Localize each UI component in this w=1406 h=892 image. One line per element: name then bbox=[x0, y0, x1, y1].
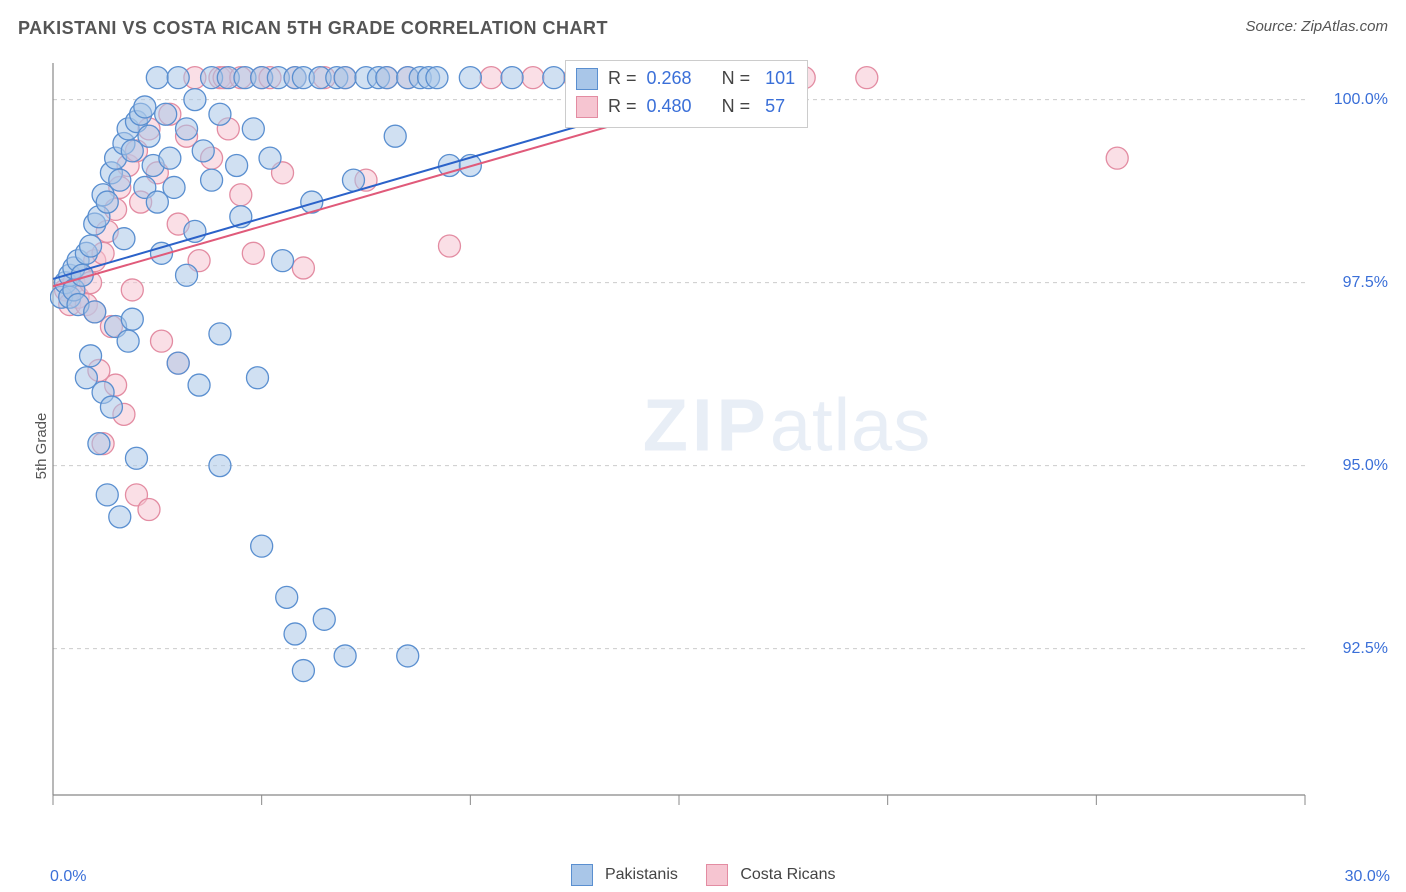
source-label: Source: ZipAtlas.com bbox=[1245, 18, 1388, 35]
stats-swatch bbox=[576, 96, 598, 118]
legend-swatch-a bbox=[571, 864, 593, 886]
legend-item-a: Pakistanis bbox=[571, 864, 678, 886]
y-tick-label: 97.5% bbox=[1343, 274, 1388, 292]
legend-label-b: Costa Ricans bbox=[740, 866, 835, 883]
y-tick-label: 92.5% bbox=[1343, 640, 1388, 658]
legend-item-b: Costa Ricans bbox=[706, 864, 836, 886]
chart-plot: ZIPatlas R =0.268N = 101R =0.480N = 57 9… bbox=[50, 60, 1390, 820]
stats-legend-box: R =0.268N = 101R =0.480N = 57 bbox=[565, 60, 808, 128]
stats-legend-row: R =0.480N = 57 bbox=[576, 93, 795, 121]
chart-title: PAKISTANI VS COSTA RICAN 5TH GRADE CORRE… bbox=[18, 18, 608, 39]
y-tick-label: 100.0% bbox=[1334, 91, 1388, 109]
legend-swatch-b bbox=[706, 864, 728, 886]
y-tick-label: 95.0% bbox=[1343, 457, 1388, 475]
stats-swatch bbox=[576, 68, 598, 90]
legend-label-a: Pakistanis bbox=[605, 866, 678, 883]
y-axis-label: 5th Grade bbox=[33, 413, 50, 480]
bottom-legend: Pakistanis Costa Ricans bbox=[0, 864, 1406, 886]
stats-legend-row: R =0.268N = 101 bbox=[576, 65, 795, 93]
